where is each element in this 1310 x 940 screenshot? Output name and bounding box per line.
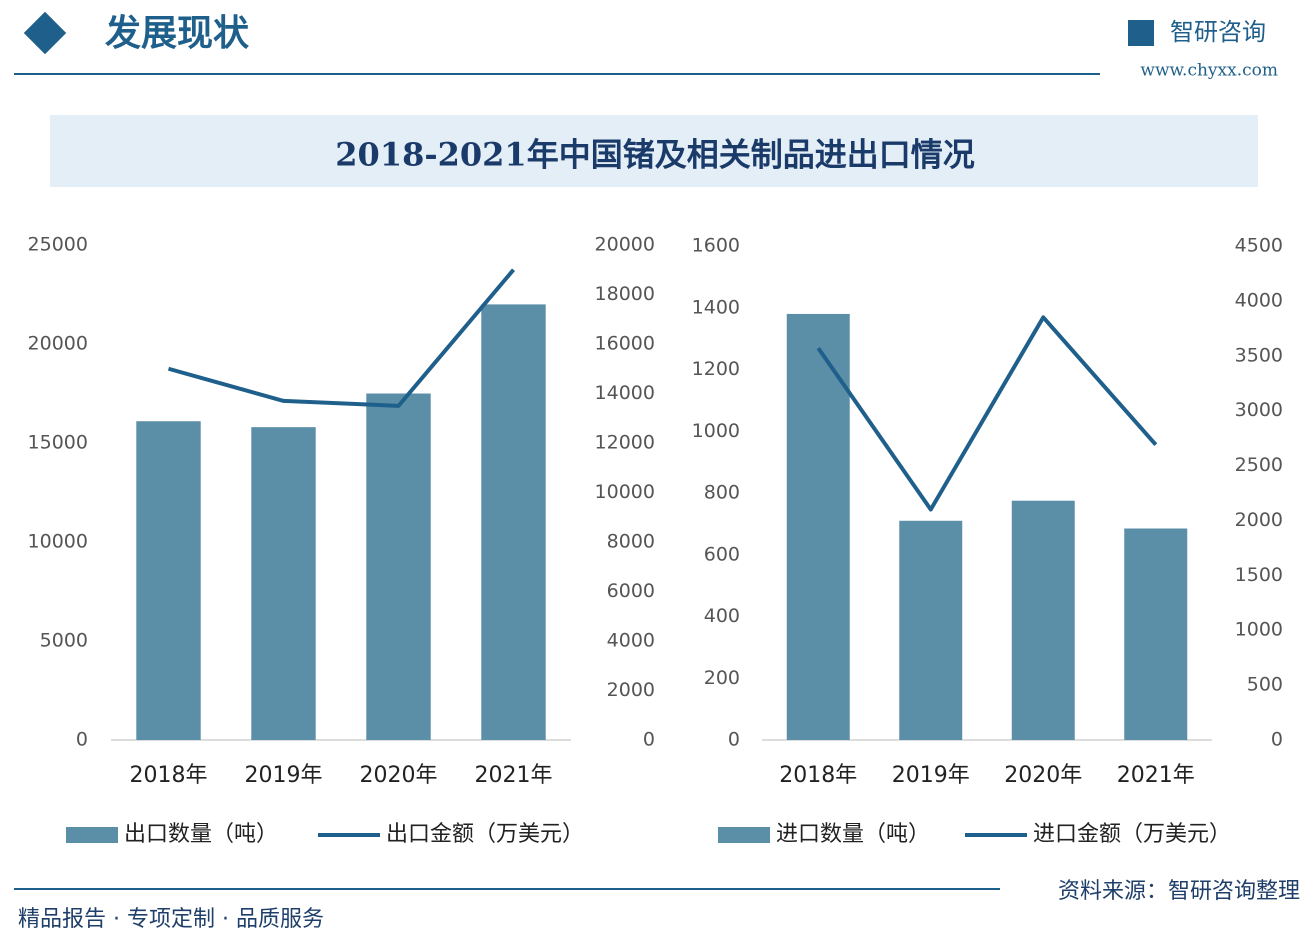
y2-tick-label: 14000 — [595, 382, 655, 404]
website: www.chyxx.com — [1140, 61, 1278, 81]
y-tick-label: 25000 — [28, 234, 88, 256]
x-tick-label: 2018年 — [779, 763, 857, 788]
x-tick-label: 2019年 — [892, 763, 970, 788]
y-tick-label: 1200 — [692, 358, 740, 380]
legend-swatch — [66, 827, 118, 843]
y-tick-label: 800 — [704, 482, 740, 504]
bar — [136, 421, 201, 740]
y2-tick-label: 1000 — [1235, 619, 1283, 641]
y2-tick-label: 2500 — [1235, 454, 1283, 476]
x-tick-label: 2020年 — [360, 763, 438, 788]
x-tick-label: 2021年 — [475, 763, 553, 788]
y2-tick-label: 4500 — [1235, 235, 1283, 257]
chart-title: 2018-2021年中国锗及相关制品进出口情况 — [335, 136, 974, 174]
y2-tick-label: 12000 — [595, 432, 655, 454]
y-tick-label: 0 — [728, 729, 740, 751]
y2-tick-label: 0 — [643, 729, 655, 751]
y2-tick-label: 4000 — [1235, 289, 1283, 311]
legend-label: 进口数量（吨） — [776, 822, 930, 847]
brand-logo — [1128, 20, 1154, 46]
legend-label: 进口金额（万美元） — [1033, 822, 1231, 847]
y-tick-label: 5000 — [40, 630, 88, 652]
y2-tick-label: 2000 — [607, 679, 655, 701]
bar — [899, 520, 963, 740]
y2-tick-label: 3500 — [1235, 344, 1283, 366]
y-tick-label: 1400 — [692, 296, 740, 318]
title-banner — [50, 115, 1258, 187]
y-tick-label: 400 — [704, 605, 740, 627]
y-tick-label: 0 — [76, 729, 88, 751]
y2-tick-label: 10000 — [595, 481, 655, 503]
y2-tick-label: 500 — [1247, 674, 1283, 696]
y2-tick-label: 4000 — [607, 630, 655, 652]
y2-tick-label: 16000 — [595, 333, 655, 355]
y2-tick-label: 0 — [1271, 729, 1283, 751]
y-tick-label: 1600 — [692, 235, 740, 257]
bar — [1011, 500, 1075, 740]
brand-name: 智研咨询 — [1170, 18, 1266, 46]
legend-label: 出口数量（吨） — [124, 822, 278, 847]
bar — [366, 393, 431, 740]
legend-label: 出口金额（万美元） — [386, 822, 584, 847]
x-tick-label: 2020年 — [1004, 763, 1082, 788]
legend-swatch — [718, 827, 770, 843]
line — [167, 268, 516, 408]
y-tick-label: 200 — [704, 667, 740, 689]
x-tick-label: 2021年 — [1117, 763, 1195, 788]
y-tick-label: 15000 — [28, 432, 88, 454]
y2-tick-label: 8000 — [607, 531, 655, 553]
y2-tick-label: 18000 — [595, 283, 655, 305]
line — [816, 315, 1158, 512]
y2-tick-label: 6000 — [607, 580, 655, 602]
y2-tick-label: 2000 — [1235, 509, 1283, 531]
y2-tick-label: 3000 — [1235, 399, 1283, 421]
y-tick-label: 600 — [704, 543, 740, 565]
x-tick-label: 2019年 — [245, 763, 323, 788]
diamond-icon — [23, 11, 67, 55]
x-tick-label: 2018年 — [130, 763, 208, 788]
footer-source: 资料来源：智研咨询整理 — [1058, 879, 1300, 904]
bar — [481, 304, 546, 740]
y2-tick-label: 20000 — [595, 234, 655, 256]
y-tick-label: 20000 — [28, 333, 88, 355]
bar — [786, 313, 850, 740]
y-tick-label: 1000 — [692, 420, 740, 442]
section-title: 发展现状 — [105, 13, 250, 54]
bar — [1124, 528, 1188, 740]
y-tick-label: 10000 — [28, 531, 88, 553]
y2-tick-label: 1500 — [1235, 564, 1283, 586]
bar — [251, 427, 316, 740]
footer-slogan: 精品报告 · 专项定制 · 品质服务 — [18, 907, 324, 932]
